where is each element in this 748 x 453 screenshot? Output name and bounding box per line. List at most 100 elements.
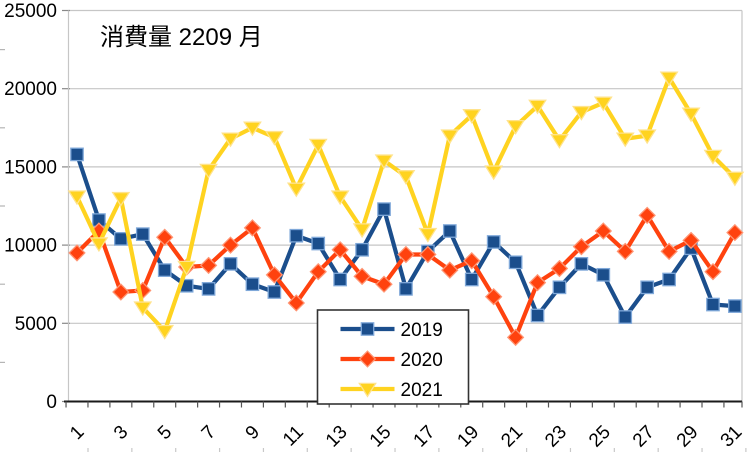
diamond-marker: [68, 244, 86, 262]
triangle-down-marker: [352, 223, 372, 239]
x-axis-tick-label: 15: [366, 422, 396, 452]
x-axis-tick-label: 13: [322, 422, 352, 452]
square-marker: [223, 257, 238, 271]
triangle-down-marker: [681, 107, 701, 123]
diamond-marker: [594, 222, 613, 240]
diamond-marker: [112, 283, 130, 301]
legend-entry-2019: 2019: [340, 320, 443, 341]
triangle-down-marker: [484, 165, 504, 181]
x-axis-tick-label: 23: [541, 422, 571, 452]
square-marker: [596, 267, 611, 282]
square-marker: [360, 322, 375, 336]
x-axis-tick-label: 27: [629, 422, 659, 452]
triangle-down-marker: [462, 109, 482, 124]
diamond-marker: [156, 228, 174, 246]
diamond-marker: [463, 252, 481, 270]
y-axis-tick-label: 5000: [15, 314, 57, 335]
triangle-down-marker: [199, 163, 218, 179]
square-marker: [728, 299, 742, 313]
diamond-marker: [550, 259, 569, 278]
square-marker: [574, 257, 589, 271]
diamond-marker: [484, 287, 503, 306]
square-marker: [530, 308, 545, 323]
triangle-down-marker: [67, 190, 87, 206]
triangle-down-marker: [264, 130, 284, 146]
square-marker: [355, 242, 369, 257]
diamond-marker: [331, 241, 349, 259]
legend: 2019 2020 2021: [316, 309, 470, 405]
x-axis-tick-label: 17: [410, 422, 440, 452]
diamond-marker: [441, 261, 459, 279]
triangle-down-marker: [308, 138, 328, 154]
diamond-marker: [726, 223, 744, 242]
y-axis-tick-label: 15000: [4, 157, 57, 178]
square-marker: [333, 272, 348, 287]
y-axis-tick-label: 25000: [4, 1, 57, 22]
diamond-marker: [221, 236, 240, 254]
y-axis-tick-label: 10000: [4, 236, 57, 257]
triangle-down-marker: [243, 121, 262, 137]
x-axis-tick-label: 31: [717, 422, 747, 452]
square-marker: [508, 255, 523, 270]
legend-entry-2021: 2021: [340, 380, 443, 401]
triangle-down-marker: [725, 171, 745, 187]
triangle-down-marker: [221, 132, 240, 148]
square-marker: [552, 280, 567, 295]
square-marker: [114, 231, 128, 246]
triangle-down-marker: [177, 260, 197, 276]
triangle-down-marker: [703, 149, 723, 165]
x-axis-tick-label: 29: [673, 422, 703, 452]
data-series: [67, 71, 745, 347]
triangle-down-marker: [358, 382, 377, 398]
series-2019: [70, 147, 742, 324]
square-marker: [157, 263, 172, 277]
x-axis-tick-label: 7: [198, 422, 220, 444]
diamond-marker: [243, 219, 262, 237]
triangle-down-marker: [133, 301, 153, 317]
diamond-marker: [660, 242, 678, 261]
square-marker: [377, 202, 391, 216]
y-axis-tick-label: 20000: [4, 79, 57, 100]
diamond-marker: [309, 262, 327, 281]
x-axis-tick-label: 21: [497, 422, 527, 452]
triangle-down-marker: [111, 191, 131, 207]
diamond-marker: [353, 267, 371, 286]
diamond-marker: [638, 206, 656, 225]
diamond-marker: [572, 237, 591, 256]
square-marker: [311, 236, 326, 251]
triangle-down-marker: [637, 129, 657, 145]
diamond-marker: [265, 266, 284, 284]
square-marker: [135, 227, 150, 242]
triangle-down-marker: [286, 182, 306, 198]
diamond-marker: [682, 231, 700, 250]
x-axis-tick-label: 3: [110, 422, 132, 444]
diamond-marker: [397, 245, 415, 264]
square-marker: [706, 297, 720, 312]
square-marker: [486, 235, 501, 249]
triangle-down-marker: [155, 324, 175, 340]
x-axis-tick-label: 5: [154, 422, 176, 444]
square-marker: [245, 277, 260, 292]
square-marker: [464, 272, 479, 287]
legend-entry-2020: 2020: [340, 350, 443, 371]
diamond-marker: [528, 273, 547, 292]
x-axis-tick-label: 1: [66, 422, 88, 444]
x-axis-tick-label: 11: [279, 422, 308, 451]
square-marker: [640, 280, 655, 295]
triangle-down-marker: [615, 132, 635, 148]
x-axis-tick-label: 25: [585, 422, 615, 452]
triangle-down-marker: [396, 170, 416, 185]
triangle-down-marker: [330, 190, 350, 206]
diamond-marker: [419, 245, 437, 264]
triangle-down-marker: [659, 71, 679, 87]
triangle-down-marker: [374, 154, 394, 170]
legend-label-2020: 2020: [401, 350, 443, 371]
square-marker: [399, 282, 413, 296]
triangle-down-marker: [593, 96, 613, 112]
diamond-marker: [704, 262, 722, 281]
triangle-down-marker: [528, 99, 547, 115]
square-marker: [618, 310, 633, 324]
square-marker: [201, 282, 216, 296]
legend-label-2021: 2021: [401, 380, 443, 401]
